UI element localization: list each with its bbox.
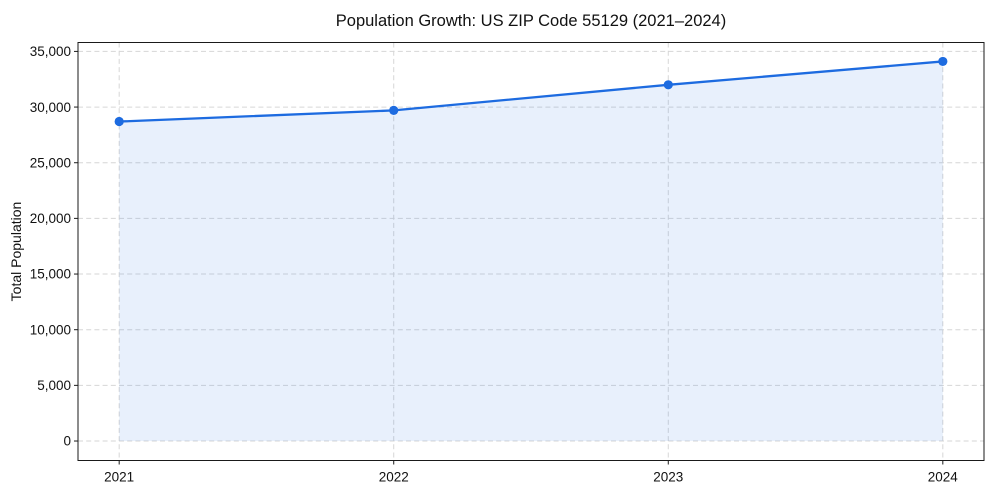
data-point-2022 — [389, 105, 399, 116]
gridlines — [78, 42, 984, 461]
area-fill — [119, 61, 943, 442]
data-point-2023 — [663, 80, 673, 90]
y-tick-label: 0 — [63, 434, 71, 449]
y-tick-label: 10,000 — [30, 322, 71, 337]
data-point-markers — [114, 56, 948, 127]
x-tick-label: 2023 — [653, 470, 683, 485]
x-tick-label: 2022 — [379, 470, 409, 485]
data-line — [118, 60, 944, 123]
data-point-2024 — [938, 56, 948, 67]
plot-border — [77, 42, 985, 461]
y-tick-label: 15,000 — [30, 267, 71, 282]
x-tick-label: 2021 — [104, 470, 134, 485]
y-tick-label: 30,000 — [30, 100, 71, 115]
chart-title: Population Growth: US ZIP Code 55129 (20… — [336, 12, 726, 30]
y-tick-label: 25,000 — [30, 155, 71, 170]
x-tick-label: 2024 — [928, 470, 959, 485]
y-tick-labels: 0 5,000 10,000 15,000 20,000 25,000 30,000 35,0… — [30, 44, 71, 449]
y-axis-label: Total Population — [8, 202, 24, 302]
y-tick-label: 5,000 — [37, 378, 71, 393]
y-tick-label: 35,000 — [30, 44, 71, 59]
axis-ticks — [74, 50, 944, 465]
x-tick-labels: 2021 2022 2023 2024 — [104, 470, 958, 485]
data-point-2021 — [114, 116, 124, 127]
y-tick-label: 20,000 — [30, 211, 71, 226]
